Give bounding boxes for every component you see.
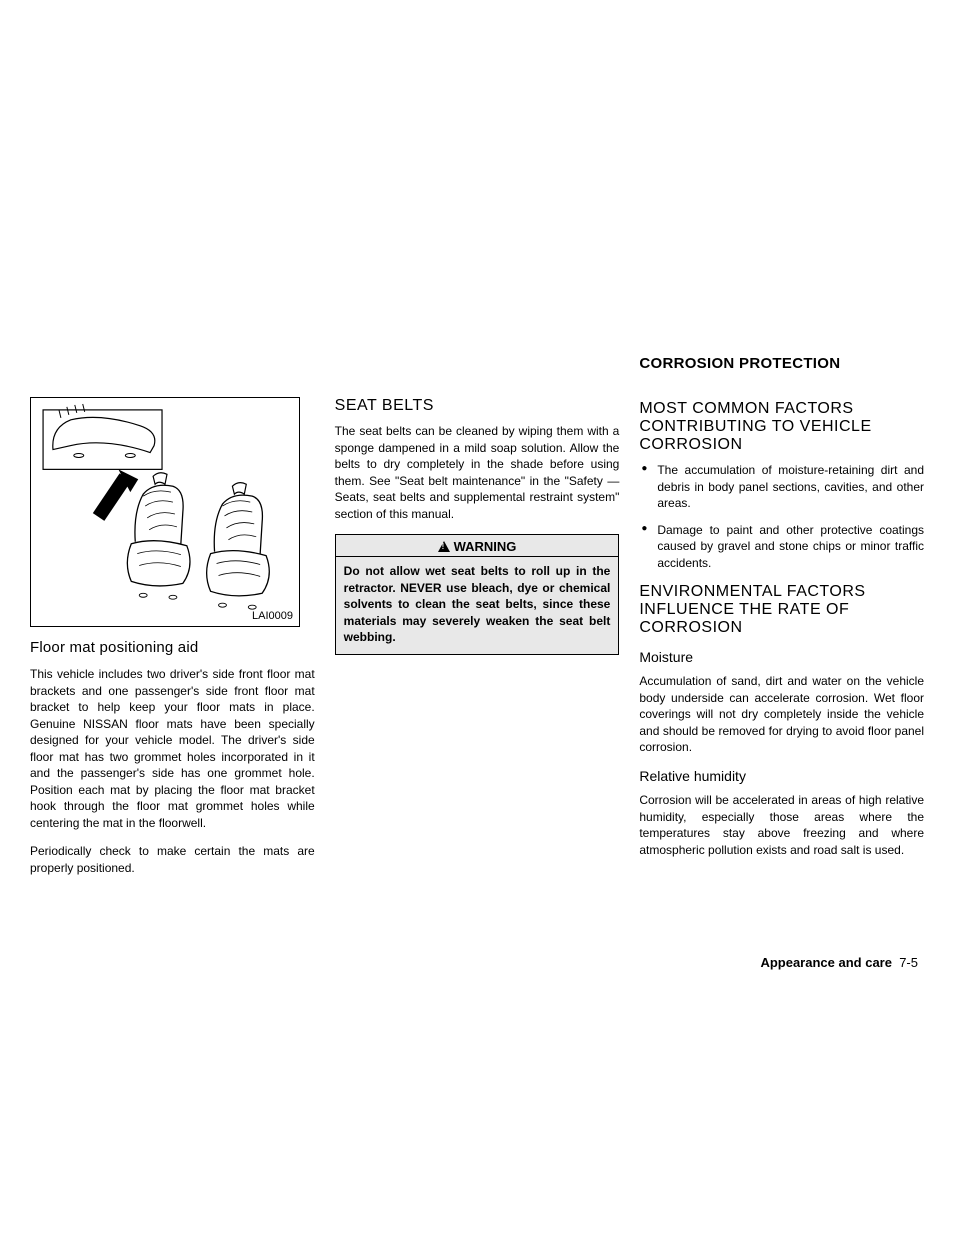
bullet-list-factors: The accumulation of moisture-retaining d…: [639, 462, 924, 571]
footer-section: Appearance and care: [760, 955, 892, 970]
column-2: SEAT BELTS The seat belts can be cleaned…: [335, 355, 620, 889]
heading-environmental: ENVIRONMENTAL FACTORS INFLUENCE THE RATE…: [639, 583, 924, 637]
paragraph-floor-mat-1: This vehicle includes two driver's side …: [30, 666, 315, 831]
footer-page-number: 7-5: [899, 955, 918, 970]
heading-floor-mat: Floor mat positioning aid: [30, 639, 315, 656]
paragraph-floor-mat-2: Periodically check to make certain the m…: [30, 843, 315, 876]
figure-label: LAI0009: [252, 610, 293, 622]
column-1: LAI0009 Floor mat positioning aid This v…: [30, 355, 315, 889]
paragraph-seat-belts: The seat belts can be cleaned by wiping …: [335, 423, 620, 522]
heading-corrosion-protection: CORROSION PROTECTION: [639, 355, 924, 372]
heading-humidity: Relative humidity: [639, 768, 924, 784]
paragraph-humidity: Corrosion will be accelerated in areas o…: [639, 792, 924, 858]
page-content: LAI0009 Floor mat positioning aid This v…: [30, 355, 924, 889]
column-3: CORROSION PROTECTION MOST COMMON FACTORS…: [639, 355, 924, 889]
warning-triangle-icon: [438, 541, 450, 552]
bullet-item: The accumulation of moisture-retaining d…: [639, 462, 924, 512]
warning-text: Do not allow wet seat belts to roll up i…: [336, 557, 619, 654]
heading-moisture: Moisture: [639, 649, 924, 665]
page-footer: Appearance and care 7-5: [760, 955, 918, 970]
heading-common-factors: MOST COMMON FACTORS CONTRIBUTING TO VEHI…: [639, 400, 924, 454]
heading-seat-belts: SEAT BELTS: [335, 397, 620, 415]
bullet-item: Damage to paint and other protective coa…: [639, 522, 924, 572]
floor-mat-illustration: [31, 398, 299, 626]
figure-floor-mat: LAI0009: [30, 397, 300, 627]
warning-label: WARNING: [454, 539, 517, 554]
warning-box: WARNING Do not allow wet seat belts to r…: [335, 534, 620, 655]
warning-title: WARNING: [336, 535, 619, 557]
paragraph-moisture: Accumulation of sand, dirt and water on …: [639, 673, 924, 756]
